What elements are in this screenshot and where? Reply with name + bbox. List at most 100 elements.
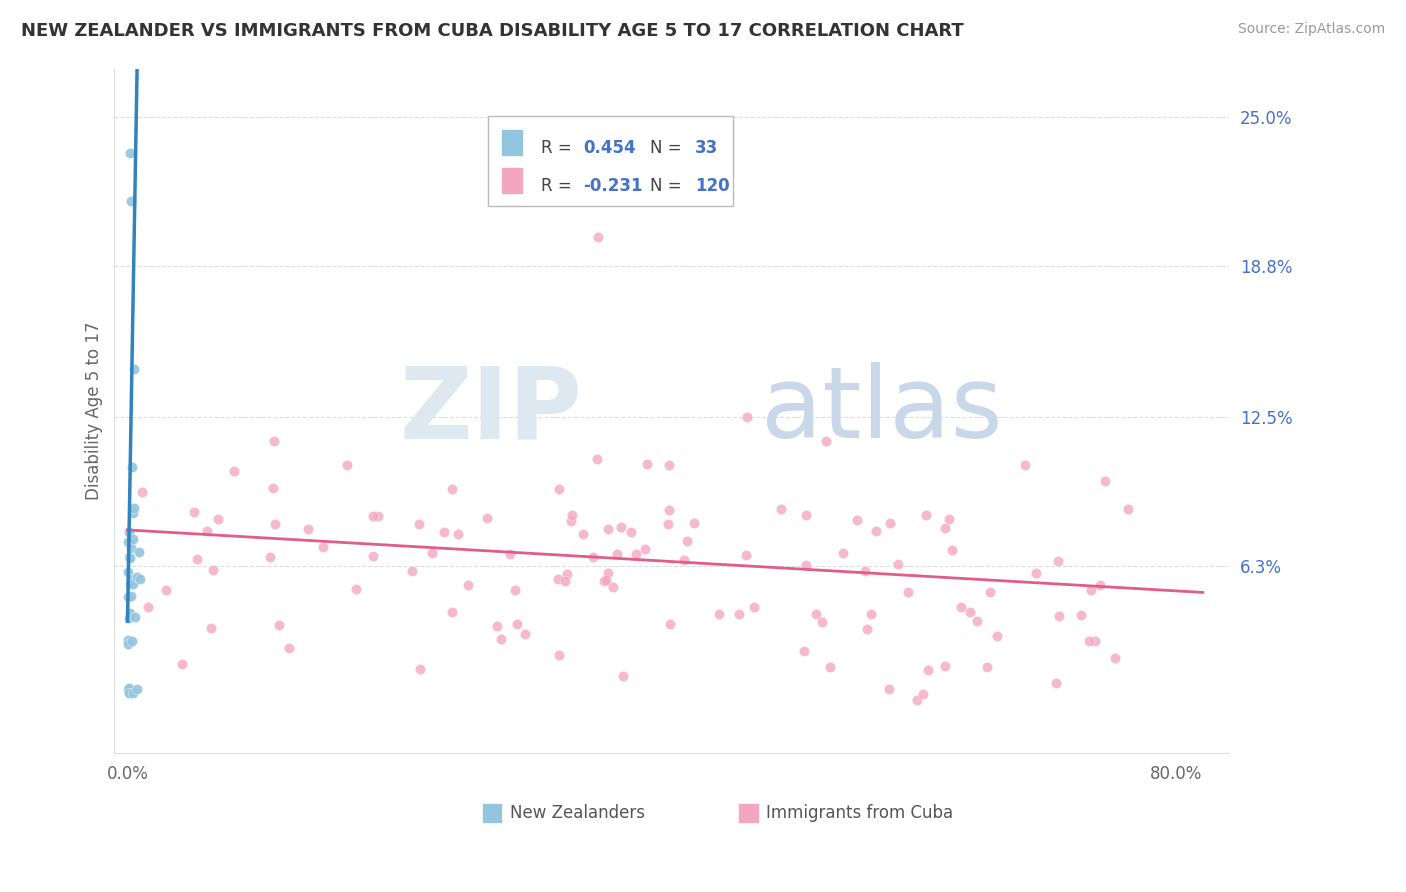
Point <box>815 434 838 448</box>
Point <box>934 520 956 534</box>
Point <box>118 549 141 564</box>
Point <box>117 682 139 697</box>
Point <box>950 599 973 614</box>
Point <box>572 527 595 541</box>
Point <box>865 524 887 539</box>
Point <box>979 585 1001 599</box>
Point <box>117 633 139 648</box>
Text: New Zealanders: New Zealanders <box>510 804 645 822</box>
Point <box>441 482 464 496</box>
Point <box>118 686 141 700</box>
Point <box>122 501 145 516</box>
Point <box>657 517 679 532</box>
Point <box>770 502 793 516</box>
Point <box>582 549 605 564</box>
Point <box>297 522 319 536</box>
Point <box>263 434 285 448</box>
Point <box>657 458 679 472</box>
Point <box>877 681 900 696</box>
Point <box>336 458 359 472</box>
Text: 120: 120 <box>695 177 730 195</box>
Point <box>433 525 456 540</box>
Point <box>420 546 443 560</box>
Point <box>1088 578 1111 592</box>
Point <box>120 541 142 555</box>
Point <box>959 605 981 619</box>
FancyBboxPatch shape <box>501 168 523 194</box>
Point <box>1116 501 1139 516</box>
Point <box>879 516 901 530</box>
Point <box>1084 634 1107 648</box>
Point <box>555 566 578 581</box>
Point <box>856 622 879 636</box>
Point <box>897 585 920 599</box>
Point <box>598 522 620 536</box>
Point <box>794 508 817 522</box>
Point <box>117 565 139 579</box>
Point <box>683 516 706 530</box>
Point <box>707 607 730 621</box>
FancyBboxPatch shape <box>738 803 759 823</box>
Point <box>905 692 928 706</box>
Point <box>202 563 225 577</box>
Point <box>117 591 139 605</box>
Point <box>1077 633 1099 648</box>
Point <box>938 512 960 526</box>
Point <box>859 607 882 621</box>
Point <box>915 508 938 522</box>
Point <box>845 513 868 527</box>
Point <box>128 545 150 559</box>
FancyBboxPatch shape <box>501 129 523 156</box>
Point <box>183 505 205 519</box>
Point <box>170 657 193 671</box>
Point <box>128 572 150 586</box>
Point <box>262 481 284 495</box>
Point <box>367 509 389 524</box>
Point <box>186 552 208 566</box>
Point <box>673 552 696 566</box>
Point <box>1045 675 1067 690</box>
Point <box>118 525 141 540</box>
Point <box>401 564 423 578</box>
Point <box>131 485 153 500</box>
Point <box>485 618 508 632</box>
Point <box>793 643 815 657</box>
Point <box>586 229 609 244</box>
Point <box>499 547 522 561</box>
Text: ZIP: ZIP <box>399 362 582 459</box>
Point <box>155 583 177 598</box>
Point <box>606 547 628 561</box>
Point <box>120 589 142 603</box>
Point <box>941 543 963 558</box>
Point <box>120 606 142 620</box>
Point <box>548 648 571 663</box>
Point <box>548 482 571 496</box>
Point <box>361 508 384 523</box>
Point <box>118 686 141 700</box>
Point <box>120 194 142 208</box>
Point <box>658 503 681 517</box>
Point <box>118 681 141 695</box>
Point <box>136 599 159 614</box>
Point <box>344 582 367 596</box>
Point <box>1025 566 1047 580</box>
Text: R =: R = <box>541 138 578 157</box>
Point <box>624 547 647 561</box>
Point <box>259 549 281 564</box>
Point <box>593 574 616 588</box>
Point <box>586 452 609 467</box>
Point <box>934 659 956 673</box>
Point <box>917 663 939 677</box>
Text: Source: ZipAtlas.com: Source: ZipAtlas.com <box>1237 22 1385 37</box>
Point <box>1094 475 1116 489</box>
Point <box>124 609 146 624</box>
Point <box>120 577 142 591</box>
Point <box>446 526 468 541</box>
Point <box>1070 608 1092 623</box>
Point <box>1014 458 1036 472</box>
Point <box>620 525 643 540</box>
Point <box>121 532 143 546</box>
Point <box>636 457 658 471</box>
Point <box>489 632 512 647</box>
Point <box>505 617 527 632</box>
